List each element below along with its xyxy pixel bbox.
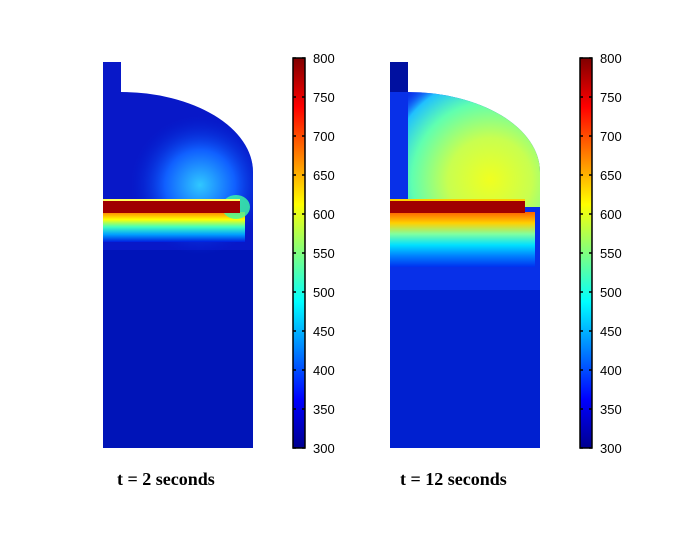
heatmap-glow xyxy=(408,62,540,207)
colorbar-tick-label: 700 xyxy=(313,129,335,144)
colorbar-tick-label: 350 xyxy=(600,402,622,417)
colorbar-tick-label: 800 xyxy=(313,51,335,66)
heatmap-notch xyxy=(390,62,408,92)
colorbar-tick-label: 350 xyxy=(313,402,335,417)
plot-title-t2: t = 2 seconds xyxy=(117,469,215,489)
colorbar-tick-label: 300 xyxy=(313,441,335,456)
colorbar-tick-label: 450 xyxy=(313,324,335,339)
colorbar-tick-label: 750 xyxy=(313,90,335,105)
colorbar-tick-label: 550 xyxy=(600,246,622,261)
heatmap-lower-region xyxy=(103,250,253,448)
heatmap-rod-edge xyxy=(390,199,525,201)
heatmap-below-rod xyxy=(103,212,245,242)
heatmap-below-rod xyxy=(390,212,535,267)
colorbar-tick-label: 550 xyxy=(313,246,335,261)
colorbar-tick-label: 450 xyxy=(600,324,622,339)
colorbar-tick-label: 650 xyxy=(600,168,622,183)
colorbar-tick-label: 700 xyxy=(600,129,622,144)
heatmap-rod-edge xyxy=(103,199,240,201)
heatmap-plot-t2 xyxy=(103,62,253,448)
colorbar-tick-label: 750 xyxy=(600,90,622,105)
heatmap-plot-t12 xyxy=(390,62,540,448)
colorbar-tick-label: 500 xyxy=(313,285,335,300)
colorbar-tick-label: 300 xyxy=(600,441,622,456)
colorbar-tick-label: 600 xyxy=(313,207,335,222)
colorbar-tick-label: 600 xyxy=(600,207,622,222)
colorbar-tick-label: 650 xyxy=(313,168,335,183)
colorbar-t12: 800 750 700 650 600 550 500 450 400 350 300 xyxy=(579,51,622,456)
plot-title-t12: t = 12 seconds xyxy=(400,469,507,489)
colorbar-tick-label: 800 xyxy=(600,51,622,66)
colorbar-tick-label: 500 xyxy=(600,285,622,300)
colorbar-t2: 800 750 700 650 600 550 500 450 400 350 300 xyxy=(292,51,335,456)
colorbar-tick-label: 400 xyxy=(313,363,335,378)
heatmap-hot-rod xyxy=(390,201,525,213)
heatmap-hot-rod xyxy=(103,201,240,213)
heatmap-lower-region xyxy=(390,290,540,448)
colorbar-tick-label: 400 xyxy=(600,363,622,378)
